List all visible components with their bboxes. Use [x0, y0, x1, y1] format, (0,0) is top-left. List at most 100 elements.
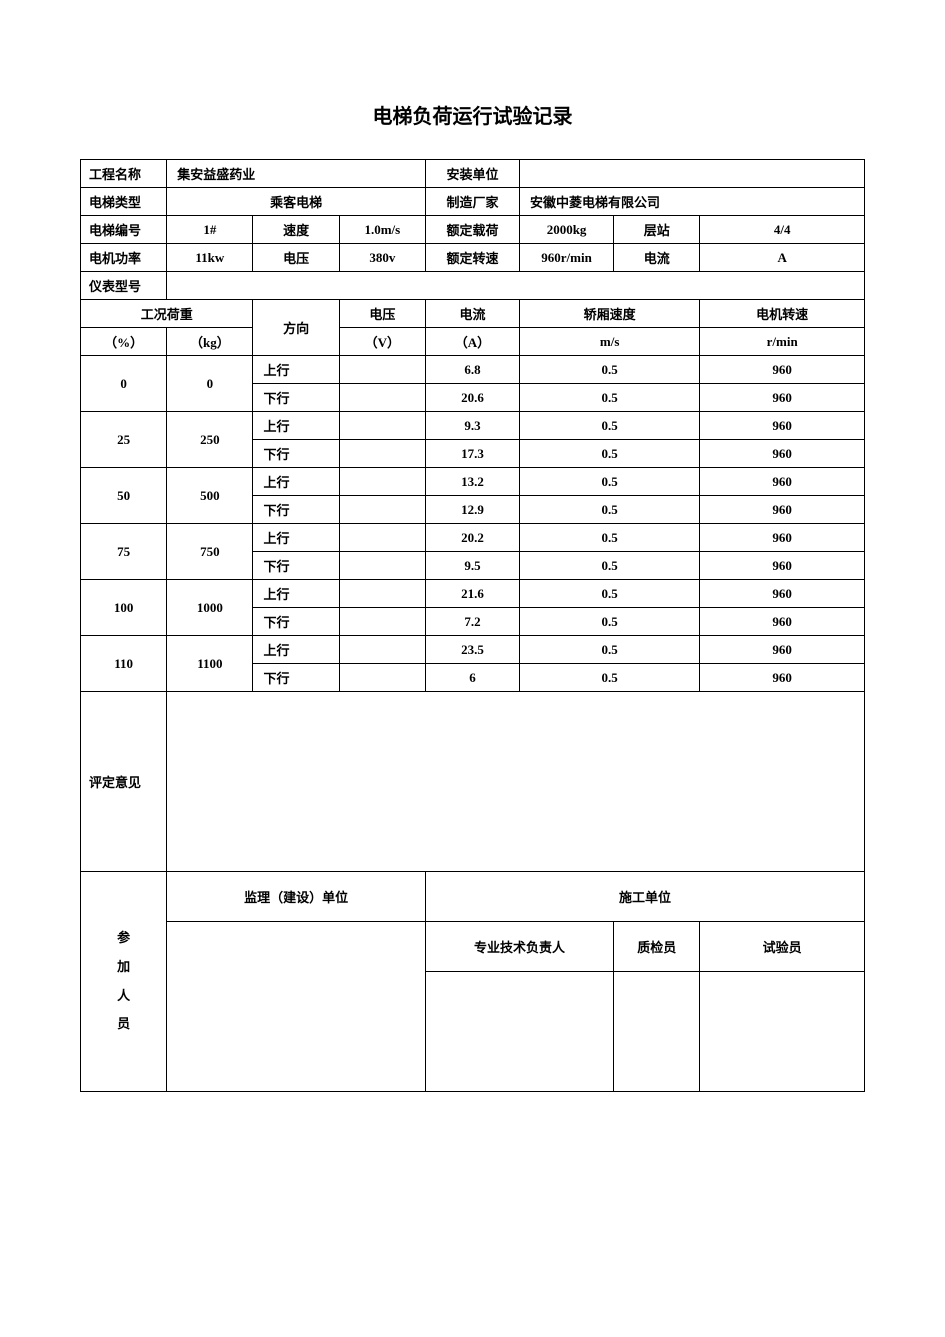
cell-direction-up: 上行 [253, 412, 339, 440]
cell-voltage [339, 440, 425, 468]
cell-voltage [339, 664, 425, 692]
cell-rpm: 960 [700, 580, 865, 608]
cell-percent: 110 [81, 636, 167, 692]
row-column-headers-1: 工况荷重 方向 电压 电流 轿厢速度 电机转速 [81, 300, 865, 328]
row-column-headers-2: （%） （kg） （V） （A） m/s r/min [81, 328, 865, 356]
label-motor-power: 电机功率 [81, 244, 167, 272]
header-supervisor: 监理（建设）单位 [167, 872, 426, 922]
cell-current: 9.5 [425, 552, 519, 580]
header-car-speed-unit: m/s [520, 328, 700, 356]
test-record-table: 工程名称 集安益盛药业 安装单位 电梯类型 乘客电梯 制造厂家 安徽中菱电梯有限… [80, 159, 865, 1092]
header-construction: 施工单位 [425, 872, 864, 922]
label-participants: 参加人员 [81, 872, 167, 1092]
cell-voltage [339, 496, 425, 524]
cell-direction-up: 上行 [253, 468, 339, 496]
cell-tester-sign [700, 972, 865, 1092]
cell-rpm: 960 [700, 552, 865, 580]
cell-rpm: 960 [700, 636, 865, 664]
header-tester: 试验员 [700, 922, 865, 972]
cell-direction-up: 上行 [253, 356, 339, 384]
cell-direction-up: 上行 [253, 636, 339, 664]
header-current: 电流 [425, 300, 519, 328]
label-elevator-no: 电梯编号 [81, 216, 167, 244]
label-speed: 速度 [253, 216, 339, 244]
cell-tech-lead-sign [425, 972, 613, 1092]
cell-rpm: 960 [700, 524, 865, 552]
cell-voltage [339, 608, 425, 636]
table-row: 100 1000 上行 21.6 0.5 960 [81, 580, 865, 608]
cell-voltage [339, 552, 425, 580]
cell-rpm: 960 [700, 664, 865, 692]
cell-current: 6.8 [425, 356, 519, 384]
value-project-name: 集安益盛药业 [167, 160, 426, 188]
label-rated-speed: 额定转速 [425, 244, 519, 272]
value-opinion [167, 692, 865, 872]
cell-rpm: 960 [700, 384, 865, 412]
cell-current: 6 [425, 664, 519, 692]
cell-speed: 0.5 [520, 580, 700, 608]
table-row: 25 250 上行 9.3 0.5 960 [81, 412, 865, 440]
table-row: 0 0 上行 6.8 0.5 960 [81, 356, 865, 384]
value-rated-load: 2000kg [520, 216, 614, 244]
cell-voltage [339, 524, 425, 552]
header-direction: 方向 [253, 300, 339, 356]
row-instrument: 仪表型号 [81, 272, 865, 300]
value-elevator-type: 乘客电梯 [167, 188, 426, 216]
cell-percent: 100 [81, 580, 167, 636]
cell-speed: 0.5 [520, 356, 700, 384]
cell-direction-down: 下行 [253, 608, 339, 636]
cell-percent: 0 [81, 356, 167, 412]
cell-speed: 0.5 [520, 608, 700, 636]
cell-speed: 0.5 [520, 552, 700, 580]
cell-rpm: 960 [700, 356, 865, 384]
label-voltage: 电压 [253, 244, 339, 272]
value-speed: 1.0m/s [339, 216, 425, 244]
cell-speed: 0.5 [520, 664, 700, 692]
row-participants-header: 参加人员 监理（建设）单位 施工单位 [81, 872, 865, 922]
row-elevator-no: 电梯编号 1# 速度 1.0m/s 额定载荷 2000kg 层站 4/4 [81, 216, 865, 244]
cell-rpm: 960 [700, 608, 865, 636]
cell-direction-down: 下行 [253, 552, 339, 580]
cell-speed: 0.5 [520, 496, 700, 524]
row-elevator-type: 电梯类型 乘客电梯 制造厂家 安徽中菱电梯有限公司 [81, 188, 865, 216]
header-qc: 质检员 [614, 922, 700, 972]
header-tech-lead: 专业技术负责人 [425, 922, 613, 972]
cell-direction-up: 上行 [253, 580, 339, 608]
cell-rpm: 960 [700, 412, 865, 440]
cell-voltage [339, 580, 425, 608]
document-title: 电梯负荷运行试验记录 [80, 100, 865, 129]
cell-speed: 0.5 [520, 440, 700, 468]
cell-voltage [339, 384, 425, 412]
cell-direction-up: 上行 [253, 524, 339, 552]
label-current: 电流 [614, 244, 700, 272]
table-row: 110 1100 上行 23.5 0.5 960 [81, 636, 865, 664]
label-manufacturer: 制造厂家 [425, 188, 519, 216]
cell-qc-sign [614, 972, 700, 1092]
value-current: A [700, 244, 865, 272]
value-voltage: 380v [339, 244, 425, 272]
label-install-unit: 安装单位 [425, 160, 519, 188]
cell-direction-down: 下行 [253, 664, 339, 692]
cell-kg: 750 [167, 524, 253, 580]
label-rated-load: 额定载荷 [425, 216, 519, 244]
value-manufacturer: 安徽中菱电梯有限公司 [520, 188, 865, 216]
cell-rpm: 960 [700, 440, 865, 468]
table-row: 50 500 上行 13.2 0.5 960 [81, 468, 865, 496]
cell-kg: 0 [167, 356, 253, 412]
label-elevator-type: 电梯类型 [81, 188, 167, 216]
row-motor-power: 电机功率 11kw 电压 380v 额定转速 960r/min 电流 A [81, 244, 865, 272]
header-current-unit: （A） [425, 328, 519, 356]
cell-voltage [339, 468, 425, 496]
header-percent: （%） [81, 328, 167, 356]
table-row: 75 750 上行 20.2 0.5 960 [81, 524, 865, 552]
value-floors: 4/4 [700, 216, 865, 244]
header-kg: （kg） [167, 328, 253, 356]
header-voltage: 电压 [339, 300, 425, 328]
cell-direction-down: 下行 [253, 496, 339, 524]
cell-rpm: 960 [700, 496, 865, 524]
row-participants-sub: 专业技术负责人 质检员 试验员 [81, 922, 865, 972]
cell-current: 9.3 [425, 412, 519, 440]
cell-percent: 25 [81, 412, 167, 468]
cell-speed: 0.5 [520, 636, 700, 664]
cell-current: 20.2 [425, 524, 519, 552]
